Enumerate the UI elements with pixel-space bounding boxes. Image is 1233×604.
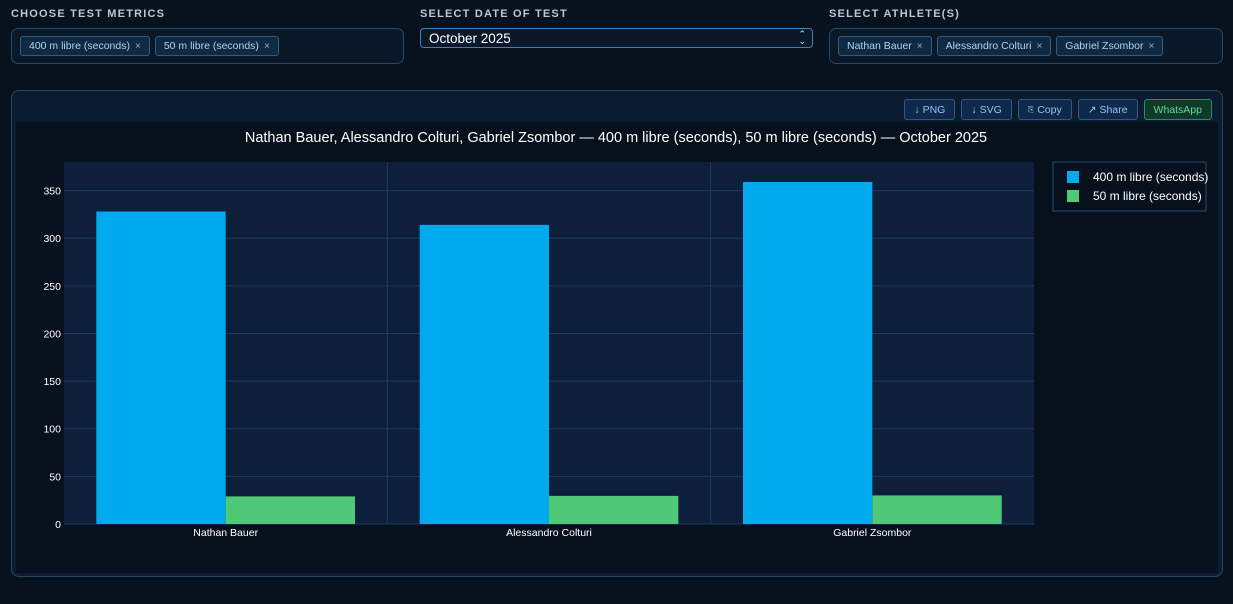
athletes-multiselect[interactable]: Nathan Bauer × Alessandro Colturi × Gabr… <box>829 28 1223 64</box>
share-label: Share <box>1099 103 1128 116</box>
legend-label[interactable]: 400 m libre (seconds) <box>1093 170 1208 184</box>
copy-icon: ⎘ <box>1027 104 1035 114</box>
download-icon: ↓ <box>971 103 977 116</box>
y-tick-label: 0 <box>55 519 61 531</box>
metrics-multiselect[interactable]: 400 m libre (seconds) × 50 m libre (seco… <box>11 28 404 64</box>
x-tick-label: Alessandro Colturi <box>506 527 592 539</box>
bar-chart: Nathan Bauer, Alessandro Colturi, Gabrie… <box>43 130 1208 539</box>
y-tick-label: 50 <box>49 471 61 483</box>
legend-swatch <box>1067 171 1079 183</box>
chart-title: Nathan Bauer, Alessandro Colturi, Gabrie… <box>245 130 987 146</box>
legend-box <box>1052 161 1207 212</box>
y-tick-label: 200 <box>43 328 61 340</box>
download-png-button[interactable]: ↓ PNG <box>904 99 956 120</box>
athlete-chip[interactable]: Alessandro Colturi × <box>936 36 1052 56</box>
y-tick-label: 100 <box>43 424 61 436</box>
athlete-chip[interactable]: Nathan Bauer × <box>838 36 932 56</box>
remove-chip-icon[interactable]: × <box>1036 40 1043 52</box>
remove-chip-icon[interactable]: × <box>1148 40 1155 52</box>
y-tick-label: 250 <box>43 281 61 293</box>
y-tick-label: 350 <box>43 186 61 198</box>
whatsapp-button[interactable]: WhatsApp <box>1143 99 1212 120</box>
metric-chip-label: 400 m libre (seconds) <box>29 40 130 52</box>
metrics-filter: CHOOSE TEST METRICS 400 m libre (seconds… <box>11 8 404 64</box>
bar[interactable] <box>549 495 679 524</box>
select-arrows-icon: ⌃ ⌄ <box>798 29 806 46</box>
bar[interactable] <box>225 496 355 524</box>
download-svg-button[interactable]: ↓ SVG <box>961 99 1012 120</box>
remove-chip-icon[interactable]: × <box>916 40 923 52</box>
athletes-filter: SELECT ATHLETE(S) Nathan Bauer × Alessan… <box>829 8 1223 64</box>
chart-area: Nathan Bauer, Alessandro Colturi, Gabrie… <box>16 122 1218 573</box>
export-toolbar: ↓ PNG ↓ SVG ⎘ Copy ↗ Share WhatsApp <box>904 99 1212 120</box>
athlete-chip-label: Gabriel Zsombor <box>1065 40 1144 52</box>
remove-chip-icon[interactable]: × <box>134 40 141 52</box>
athletes-filter-label: SELECT ATHLETE(S) <box>829 8 961 20</box>
legend-swatch <box>1067 190 1079 202</box>
metric-chip[interactable]: 50 m libre (seconds) × <box>154 36 279 56</box>
share-icon: ↗ <box>1087 103 1097 116</box>
download-png-label: PNG <box>922 103 946 116</box>
date-select-value: October 2025 <box>429 30 511 46</box>
metric-chip[interactable]: 400 m libre (seconds) × <box>20 36 150 56</box>
whatsapp-label: WhatsApp <box>1153 103 1202 116</box>
chart-panel: ↓ PNG ↓ SVG ⎘ Copy ↗ Share WhatsApp Nath… <box>11 90 1223 577</box>
x-tick-label: Nathan Bauer <box>193 527 258 539</box>
athlete-chip-label: Alessandro Colturi <box>945 40 1032 52</box>
athlete-chip[interactable]: Gabriel Zsombor × <box>1056 36 1164 56</box>
athlete-chip-label: Nathan Bauer <box>847 40 912 52</box>
remove-chip-icon[interactable]: × <box>263 40 270 52</box>
copy-label: Copy <box>1037 103 1062 116</box>
share-button[interactable]: ↗ Share <box>1077 99 1138 120</box>
bar[interactable] <box>419 224 549 524</box>
date-filter-label: SELECT DATE OF TEST <box>420 8 568 20</box>
x-tick-label: Gabriel Zsombor <box>833 527 912 539</box>
bar[interactable] <box>872 495 1002 524</box>
date-select[interactable]: October 2025 ⌃ ⌄ <box>420 28 813 48</box>
download-svg-label: SVG <box>979 103 1002 116</box>
metric-chip-label: 50 m libre (seconds) <box>163 40 259 52</box>
copy-button[interactable]: ⎘ Copy <box>1017 99 1072 120</box>
metrics-filter-label: CHOOSE TEST METRICS <box>11 8 166 20</box>
bar[interactable] <box>743 182 873 525</box>
date-filter: SELECT DATE OF TEST October 2025 ⌃ ⌄ <box>420 8 813 48</box>
download-icon: ↓ <box>914 103 920 116</box>
legend-label[interactable]: 50 m libre (seconds) <box>1093 189 1202 203</box>
y-tick-label: 300 <box>43 233 61 245</box>
y-tick-label: 150 <box>43 376 61 388</box>
bar[interactable] <box>96 211 226 524</box>
